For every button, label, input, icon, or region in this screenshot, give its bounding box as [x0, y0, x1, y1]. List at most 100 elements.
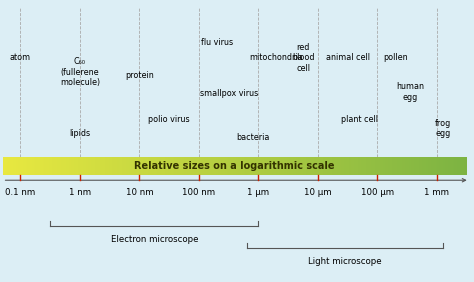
Bar: [269, 157, 271, 175]
Bar: [156, 157, 158, 175]
Bar: [95, 157, 98, 175]
Bar: [72, 157, 74, 175]
Bar: [26, 157, 28, 175]
Bar: [94, 157, 96, 175]
Text: animal cell: animal cell: [326, 53, 370, 61]
Bar: [183, 157, 186, 175]
Bar: [60, 157, 62, 175]
Bar: [431, 157, 433, 175]
Bar: [349, 157, 351, 175]
Bar: [419, 157, 421, 175]
Bar: [49, 157, 51, 175]
Bar: [343, 157, 345, 175]
Bar: [340, 157, 342, 175]
Bar: [9, 157, 11, 175]
Bar: [289, 157, 291, 175]
Bar: [456, 157, 458, 175]
Bar: [389, 157, 392, 175]
Bar: [270, 157, 273, 175]
Bar: [199, 157, 201, 175]
Bar: [276, 157, 279, 175]
Bar: [247, 157, 249, 175]
Bar: [21, 157, 23, 175]
Bar: [335, 157, 337, 175]
Bar: [228, 157, 230, 175]
Bar: [122, 157, 124, 175]
Bar: [108, 157, 110, 175]
Text: 1 mm: 1 mm: [424, 188, 449, 197]
Bar: [58, 157, 60, 175]
Bar: [378, 157, 381, 175]
Bar: [297, 157, 299, 175]
Bar: [231, 157, 234, 175]
Bar: [382, 157, 384, 175]
Bar: [196, 157, 198, 175]
Bar: [465, 157, 467, 175]
Bar: [248, 157, 251, 175]
Text: 10 μm: 10 μm: [304, 188, 332, 197]
Bar: [434, 157, 436, 175]
Bar: [273, 157, 275, 175]
Bar: [433, 157, 435, 175]
Bar: [255, 157, 257, 175]
Bar: [69, 157, 71, 175]
Bar: [354, 157, 356, 175]
Bar: [140, 157, 142, 175]
Text: 100 nm: 100 nm: [182, 188, 216, 197]
Bar: [397, 157, 399, 175]
Bar: [422, 157, 424, 175]
Bar: [127, 157, 128, 175]
Bar: [66, 157, 68, 175]
Text: bacteria: bacteria: [236, 133, 269, 142]
Bar: [292, 157, 294, 175]
Bar: [295, 157, 297, 175]
Bar: [162, 157, 164, 175]
Bar: [263, 157, 264, 175]
Bar: [284, 157, 286, 175]
Bar: [345, 157, 346, 175]
Text: protein: protein: [125, 71, 154, 80]
Bar: [15, 157, 17, 175]
Bar: [425, 157, 427, 175]
Bar: [436, 157, 438, 175]
Bar: [442, 157, 444, 175]
Bar: [61, 157, 64, 175]
Bar: [306, 157, 308, 175]
Bar: [438, 157, 439, 175]
Bar: [444, 157, 446, 175]
Bar: [423, 157, 426, 175]
Bar: [170, 157, 172, 175]
Bar: [83, 157, 85, 175]
Bar: [27, 157, 29, 175]
Bar: [337, 157, 339, 175]
Bar: [134, 157, 136, 175]
Bar: [225, 157, 228, 175]
Bar: [365, 157, 367, 175]
Bar: [392, 157, 394, 175]
Bar: [17, 157, 18, 175]
Bar: [89, 157, 91, 175]
Bar: [177, 157, 180, 175]
Bar: [259, 157, 262, 175]
Bar: [236, 157, 238, 175]
Bar: [330, 157, 333, 175]
Bar: [395, 157, 398, 175]
Bar: [103, 157, 105, 175]
Text: frog
egg: frog egg: [435, 119, 451, 138]
Bar: [412, 157, 415, 175]
Bar: [286, 157, 288, 175]
Bar: [447, 157, 449, 175]
Bar: [346, 157, 348, 175]
Bar: [32, 157, 34, 175]
Bar: [128, 157, 130, 175]
Bar: [310, 157, 312, 175]
Text: Light microscope: Light microscope: [308, 257, 382, 266]
Bar: [450, 157, 452, 175]
Bar: [242, 157, 245, 175]
Bar: [453, 157, 455, 175]
Bar: [204, 157, 206, 175]
Bar: [406, 157, 409, 175]
Bar: [391, 157, 393, 175]
Text: human
egg: human egg: [396, 82, 424, 102]
Bar: [375, 157, 377, 175]
